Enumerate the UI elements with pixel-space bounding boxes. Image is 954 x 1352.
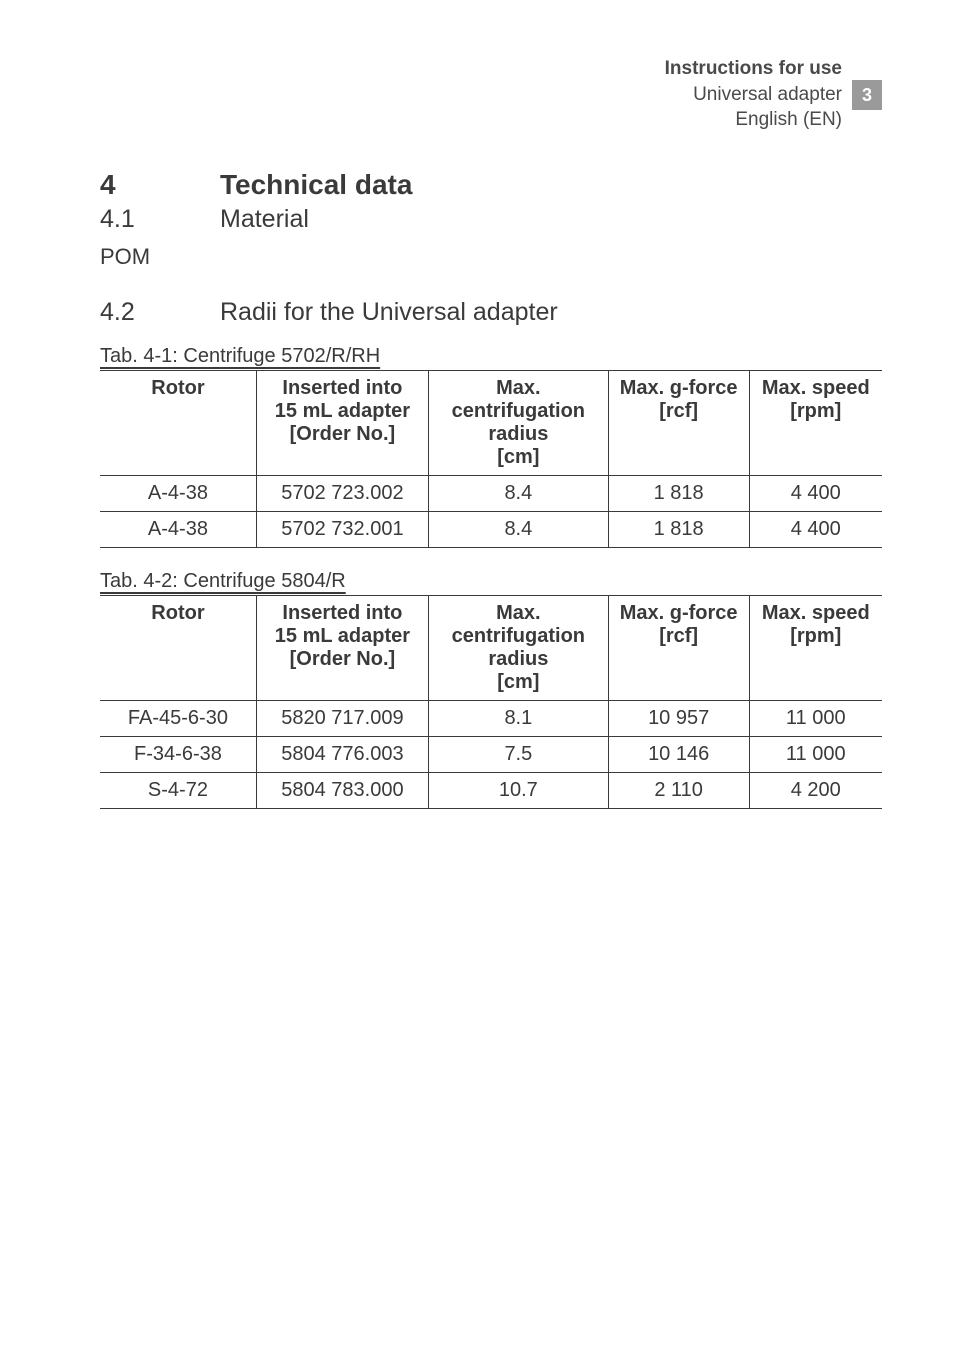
- t1-col5-l2: [rpm]: [790, 400, 841, 422]
- t1-r0-rotor: A-4-38: [100, 475, 256, 511]
- t2-col4-l2: [rcf]: [659, 625, 698, 647]
- section-4-1-number: 4.1: [100, 205, 220, 234]
- t2-r1-speed: 11 000: [749, 736, 882, 772]
- t1-col2-l1: Inserted into: [282, 377, 402, 399]
- t1-col2-l2: 15 mL adapter: [275, 400, 410, 422]
- table-2-header-row: Rotor Inserted into 15 mL adapter [Order…: [100, 595, 882, 700]
- t1-col3: Max. centrifugation radius [cm]: [428, 370, 608, 475]
- t1-r1-gforce: 1 818: [608, 511, 749, 547]
- t1-r0-order: 5702 723.002: [256, 475, 428, 511]
- header-language: English (EN): [665, 107, 842, 133]
- t2-r0-rotor: FA-45-6-30: [100, 700, 256, 736]
- header-text-block: Instructions for use Universal adapter E…: [665, 56, 842, 133]
- t2-r2-speed: 4 200: [749, 772, 882, 808]
- t2-col2-l3: [Order No.]: [290, 648, 396, 670]
- t1-r1-radius: 8.4: [428, 511, 608, 547]
- t2-r0-radius: 8.1: [428, 700, 608, 736]
- page-number-badge: 3: [852, 80, 882, 110]
- page-container: Instructions for use Universal adapter E…: [0, 0, 954, 1352]
- header-subtitle: Universal adapter: [665, 82, 842, 108]
- t2-col3-l3: radius: [488, 648, 548, 670]
- table-1: Rotor Inserted into 15 mL adapter [Order…: [100, 370, 882, 548]
- t1-col5-l1: Max. speed: [762, 377, 870, 399]
- t1-r1-order: 5702 732.001: [256, 511, 428, 547]
- t2-col4-l1: Max. g-force: [620, 602, 738, 624]
- t1-r0-gforce: 1 818: [608, 475, 749, 511]
- t2-col2-l2: 15 mL adapter: [275, 625, 410, 647]
- table-2-caption: Tab. 4-2: Centrifuge 5804/R: [100, 570, 882, 593]
- t1-r0-radius: 8.4: [428, 475, 608, 511]
- section-4-1-title: Material: [220, 205, 309, 234]
- t1-col3-l1: Max.: [496, 377, 540, 399]
- t2-r0-speed: 11 000: [749, 700, 882, 736]
- t2-col2-l1: Inserted into: [282, 602, 402, 624]
- table-row: S-4-72 5804 783.000 10.7 2 110 4 200: [100, 772, 882, 808]
- t2-col5-l2: [rpm]: [790, 625, 841, 647]
- table-2: Rotor Inserted into 15 mL adapter [Order…: [100, 595, 882, 809]
- t2-col3-l4: [cm]: [497, 671, 539, 693]
- t2-r0-gforce: 10 957: [608, 700, 749, 736]
- t2-col4: Max. g-force [rcf]: [608, 595, 749, 700]
- table-1-header-row: Rotor Inserted into 15 mL adapter [Order…: [100, 370, 882, 475]
- header-title: Instructions for use: [665, 56, 842, 82]
- t1-col4: Max. g-force [rcf]: [608, 370, 749, 475]
- t2-col1-l1: Rotor: [151, 602, 204, 624]
- t1-col2-l3: [Order No.]: [290, 423, 396, 445]
- t2-col3-l1: Max.: [496, 602, 540, 624]
- t2-r1-gforce: 10 146: [608, 736, 749, 772]
- t1-col1-l1: Rotor: [151, 377, 204, 399]
- section-4-row: 4 Technical data: [100, 169, 882, 201]
- t1-r0-speed: 4 400: [749, 475, 882, 511]
- page-header: Instructions for use Universal adapter E…: [100, 56, 882, 133]
- table-row: F-34-6-38 5804 776.003 7.5 10 146 11 000: [100, 736, 882, 772]
- table-row: A-4-38 5702 732.001 8.4 1 818 4 400: [100, 511, 882, 547]
- t2-r2-radius: 10.7: [428, 772, 608, 808]
- t2-r0-order: 5820 717.009: [256, 700, 428, 736]
- t1-col4-l2: [rcf]: [659, 400, 698, 422]
- t2-r1-rotor: F-34-6-38: [100, 736, 256, 772]
- t1-col3-l2: centrifugation: [452, 400, 585, 422]
- section-4-number: 4: [100, 169, 220, 201]
- t2-col2: Inserted into 15 mL adapter [Order No.]: [256, 595, 428, 700]
- t2-col5: Max. speed [rpm]: [749, 595, 882, 700]
- t2-r1-order: 5804 776.003: [256, 736, 428, 772]
- t2-r1-radius: 7.5: [428, 736, 608, 772]
- table-row: A-4-38 5702 723.002 8.4 1 818 4 400: [100, 475, 882, 511]
- t2-r2-order: 5804 783.000: [256, 772, 428, 808]
- t2-col1: Rotor: [100, 595, 256, 700]
- section-4-1-body: POM: [100, 244, 882, 270]
- t2-r2-gforce: 2 110: [608, 772, 749, 808]
- section-4-title: Technical data: [220, 169, 412, 201]
- t1-col5: Max. speed [rpm]: [749, 370, 882, 475]
- t1-col3-l3: radius: [488, 423, 548, 445]
- section-4-2-number: 4.2: [100, 298, 220, 327]
- section-4-1-row: 4.1 Material: [100, 205, 882, 234]
- t1-col1: Rotor: [100, 370, 256, 475]
- t2-col3: Max. centrifugation radius [cm]: [428, 595, 608, 700]
- t1-r1-speed: 4 400: [749, 511, 882, 547]
- t1-col4-l1: Max. g-force: [620, 377, 738, 399]
- table-row: FA-45-6-30 5820 717.009 8.1 10 957 11 00…: [100, 700, 882, 736]
- t2-col5-l1: Max. speed: [762, 602, 870, 624]
- t2-r2-rotor: S-4-72: [100, 772, 256, 808]
- t1-col3-l4: [cm]: [497, 446, 539, 468]
- section-4-2-title: Radii for the Universal adapter: [220, 298, 558, 327]
- t2-col3-l2: centrifugation: [452, 625, 585, 647]
- section-4-2-row: 4.2 Radii for the Universal adapter: [100, 298, 882, 327]
- t1-r1-rotor: A-4-38: [100, 511, 256, 547]
- table-1-caption: Tab. 4-1: Centrifuge 5702/R/RH: [100, 345, 882, 368]
- t1-col2: Inserted into 15 mL adapter [Order No.]: [256, 370, 428, 475]
